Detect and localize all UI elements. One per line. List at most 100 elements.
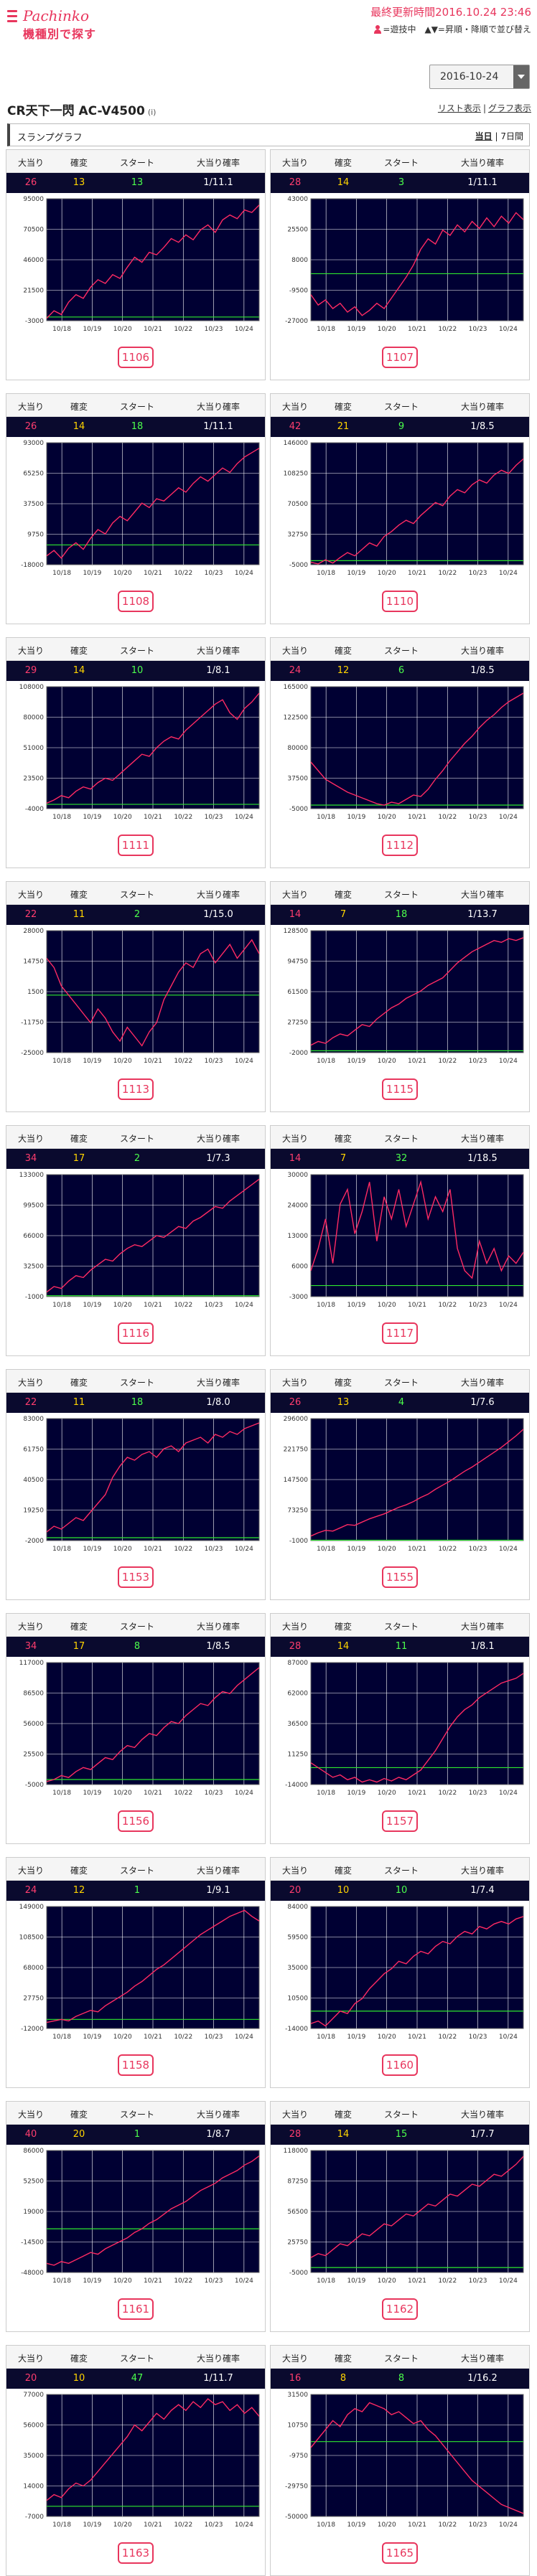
col-big-header: 大当り bbox=[17, 1866, 44, 1876]
x-tick-label: 10/21 bbox=[408, 1546, 426, 1553]
machine-number-button[interactable]: 1153 bbox=[118, 1566, 154, 1588]
big-count: 40 bbox=[24, 2129, 37, 2140]
y-tick-label: -5000 bbox=[289, 562, 308, 569]
slump-graph: 84000 59500 35000 10500 -14000 10/18 10/19 10/2… bbox=[285, 1904, 524, 2041]
logo-title: Pachinko bbox=[23, 7, 90, 24]
y-tick-label: 83000 bbox=[23, 1416, 44, 1423]
col-kakuhen-header: 確変 bbox=[70, 646, 88, 656]
col-start-header: スタート bbox=[119, 646, 154, 656]
stats-value-row: 34 17 2 1/7.3 bbox=[6, 1149, 265, 1169]
col-kakuhen-header: 確変 bbox=[334, 158, 352, 168]
x-tick-label: 10/19 bbox=[347, 1302, 365, 1309]
machine-number-button[interactable]: 1155 bbox=[382, 1566, 418, 1588]
big-probability: 1/8.5 bbox=[470, 421, 495, 432]
chevron-down-icon[interactable] bbox=[513, 65, 529, 88]
graph-view-link[interactable]: グラフ表示 bbox=[487, 103, 531, 113]
big-count: 28 bbox=[289, 177, 302, 188]
col-big-header: 大当り bbox=[17, 1378, 44, 1388]
machine-number-button[interactable]: 1108 bbox=[118, 591, 154, 612]
machine-number-button[interactable]: 1116 bbox=[118, 1322, 154, 1344]
x-tick-label: 10/18 bbox=[52, 1790, 71, 1797]
x-tick-label: 10/22 bbox=[174, 1058, 192, 1065]
col-prob-header: 大当り確率 bbox=[196, 1866, 240, 1876]
start-count: 32 bbox=[395, 1153, 408, 1164]
y-tick-label: 84000 bbox=[287, 1904, 308, 1911]
machine-number-button[interactable]: 1106 bbox=[118, 347, 154, 368]
date-select[interactable]: 2016-10-24 bbox=[429, 65, 530, 89]
machine-number-button[interactable]: 1160 bbox=[382, 2054, 418, 2076]
col-big-header: 大当り bbox=[281, 402, 308, 412]
x-tick-label: 10/22 bbox=[438, 326, 457, 333]
x-tick-label: 10/23 bbox=[205, 814, 223, 821]
machine-number-button[interactable]: 1111 bbox=[118, 835, 154, 856]
col-prob-header: 大当り確率 bbox=[196, 646, 240, 656]
x-tick-label: 10/23 bbox=[469, 570, 487, 577]
slump-series-line bbox=[310, 212, 524, 316]
machine-number-button[interactable]: 1156 bbox=[118, 1810, 154, 1832]
slump-series-line bbox=[310, 937, 524, 1046]
machine-number-button[interactable]: 1158 bbox=[118, 2054, 154, 2076]
machine-number-button[interactable]: 1113 bbox=[118, 1078, 154, 1100]
y-tick-label: 32500 bbox=[23, 1264, 44, 1271]
stats-value-row: 28 14 11 1/8.1 bbox=[271, 1637, 529, 1657]
stats-value-row: 24 12 6 1/8.5 bbox=[271, 661, 529, 681]
y-tick-label: 165000 bbox=[284, 684, 309, 691]
machine-number-button[interactable]: 1115 bbox=[382, 1078, 418, 1100]
menu-icon[interactable] bbox=[7, 10, 19, 25]
x-tick-label: 10/20 bbox=[113, 1058, 132, 1065]
y-tick-label: 65250 bbox=[23, 471, 44, 478]
col-start-header: スタート bbox=[383, 1866, 419, 1876]
col-kakuhen-header: 確変 bbox=[70, 1622, 88, 1632]
machine-card: 大当り 確変 スタート 大当り確率 20 10 10 1/7.4 1160 84000 59500 3… bbox=[270, 1857, 530, 2088]
machine-number-button[interactable]: 1117 bbox=[382, 1322, 418, 1344]
col-prob-header: 大当り確率 bbox=[196, 402, 240, 412]
y-tick-label: 25500 bbox=[287, 227, 308, 234]
col-kakuhen-header: 確変 bbox=[334, 2354, 352, 2364]
machine-number-button[interactable]: 1157 bbox=[382, 1810, 418, 1832]
start-count: 8 bbox=[398, 2373, 405, 2384]
stats-value-row: 26 13 4 1/7.6 bbox=[271, 1393, 529, 1413]
x-tick-label: 10/19 bbox=[347, 814, 365, 821]
stats-header-row: 大当り 確変 スタート 大当り確率 bbox=[271, 2102, 529, 2125]
machine-number-button[interactable]: 1162 bbox=[382, 2298, 418, 2320]
view-links: リスト表示 | グラフ表示 bbox=[438, 102, 531, 114]
kakuhen-count: 10 bbox=[73, 2373, 85, 2384]
start-count: 13 bbox=[131, 177, 144, 188]
col-prob-header: 大当り確率 bbox=[196, 158, 240, 168]
machine-number-button[interactable]: 1165 bbox=[382, 2542, 418, 2564]
range-today-link[interactable]: 当日 bbox=[475, 131, 492, 141]
machine-number-button[interactable]: 1161 bbox=[118, 2298, 154, 2320]
info-icon[interactable]: (i) bbox=[147, 108, 157, 117]
y-tick-label: 1500 bbox=[27, 989, 44, 996]
col-kakuhen-header: 確変 bbox=[334, 646, 352, 656]
big-probability: 1/18.5 bbox=[467, 1153, 498, 1164]
col-start-header: スタート bbox=[119, 402, 154, 412]
x-tick-label: 10/23 bbox=[469, 1790, 487, 1797]
list-view-link[interactable]: リスト表示 bbox=[437, 103, 481, 113]
x-tick-label: 10/21 bbox=[408, 2277, 426, 2285]
last-updated: 最終更新時間2016.10.24 23:46 bbox=[370, 4, 531, 19]
x-tick-label: 10/20 bbox=[378, 2277, 396, 2285]
machine-card: 大当り 確変 スタート 大当り確率 24 12 1 1/9.1 1158 149000 108500… bbox=[6, 1857, 266, 2088]
slump-graph: 149000 108500 68000 27750 -12000 10/18 10/19 10… bbox=[19, 1904, 260, 2041]
slump-series-line bbox=[46, 1178, 260, 1293]
y-tick-label: 93000 bbox=[23, 440, 44, 447]
site-logo[interactable]: Pachinko 機種別で探す bbox=[7, 6, 129, 41]
stats-value-row: 42 21 9 1/8.5 bbox=[271, 417, 529, 437]
y-tick-label: 52500 bbox=[23, 2178, 44, 2186]
machine-number-button[interactable]: 1163 bbox=[118, 2542, 154, 2564]
machine-number-button[interactable]: 1112 bbox=[382, 835, 418, 856]
y-tick-label: -9750 bbox=[289, 2453, 308, 2460]
machine-number-button[interactable]: 1107 bbox=[382, 347, 418, 368]
big-count: 20 bbox=[24, 2373, 37, 2384]
range-week-link[interactable]: 7日間 bbox=[500, 131, 523, 141]
x-tick-label: 10/24 bbox=[235, 2521, 253, 2529]
col-start-header: スタート bbox=[383, 1622, 419, 1632]
col-kakuhen-header: 確変 bbox=[70, 2110, 88, 2120]
kakuhen-count: 14 bbox=[337, 2129, 350, 2140]
machine-card: 大当り 確変 スタート 大当り確率 14 7 32 1/18.5 1117 30000 24000 1… bbox=[270, 1125, 530, 1356]
machine-number-button[interactable]: 1110 bbox=[382, 591, 418, 612]
y-tick-label: 27750 bbox=[23, 1996, 44, 2003]
y-tick-label: -18000 bbox=[21, 562, 44, 569]
y-tick-label: 77000 bbox=[23, 2392, 44, 2399]
